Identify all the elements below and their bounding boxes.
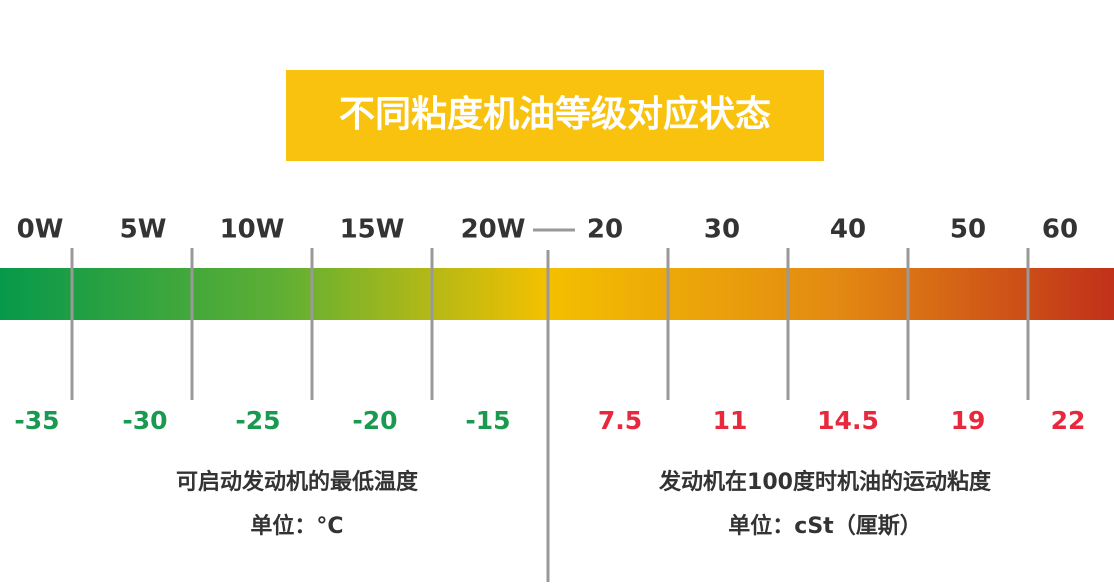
temperature: -30 xyxy=(122,406,167,435)
temperature: -20 xyxy=(352,406,397,435)
winter-grade: 15W xyxy=(340,215,405,245)
winter-grade: 5W xyxy=(120,215,167,245)
title: 不同粘度机油等级对应状态 xyxy=(339,94,771,135)
viscosity: 19 xyxy=(951,406,986,435)
viscosity: 22 xyxy=(1051,406,1086,435)
viscosity: 11 xyxy=(713,406,748,435)
temperature: -25 xyxy=(235,406,280,435)
gradient-bar xyxy=(0,268,1114,320)
temperature: -15 xyxy=(465,406,510,435)
right-caption: 发动机在100度时机油的运动粘度 xyxy=(658,469,992,495)
right-unit: 单位：cSt（厘斯） xyxy=(728,513,921,539)
left-unit: 单位：°C xyxy=(250,513,343,539)
summer-grade: 30 xyxy=(704,215,740,245)
winter-grade: 10W xyxy=(220,215,285,245)
viscosity: 7.5 xyxy=(598,406,642,435)
temperature: -35 xyxy=(14,406,59,435)
summer-grade: 50 xyxy=(950,215,986,245)
summer-grade: 40 xyxy=(830,215,866,245)
winter-grade: 0W xyxy=(17,215,64,245)
left-caption: 可启动发动机的最低温度 xyxy=(176,469,419,495)
viscosity: 14.5 xyxy=(817,406,879,435)
winter-grade: 20W xyxy=(461,215,526,245)
title-box xyxy=(286,70,824,161)
summer-grade: 20 xyxy=(587,215,623,245)
summer-grade: 60 xyxy=(1042,215,1078,245)
